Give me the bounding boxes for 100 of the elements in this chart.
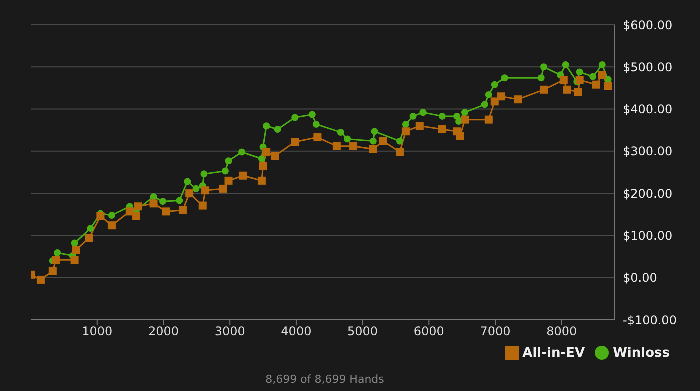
point [604,82,612,90]
point [438,112,446,120]
point [291,138,300,146]
x-tick-label: 2000 [148,324,179,339]
point [263,122,270,130]
y-tick-label: $500.00 [623,60,673,74]
point [239,172,248,180]
point [485,91,492,98]
point [96,212,105,220]
point [396,148,404,156]
point [538,74,545,82]
point [350,142,358,150]
text: 8,699 of 8,699 Hands [264,373,386,386]
point [134,202,143,211]
point [344,136,352,143]
point [574,88,582,96]
point [292,114,299,122]
point [178,206,187,214]
point [258,176,266,185]
point [562,62,570,69]
point [108,222,116,230]
point [462,109,469,116]
point [238,148,246,156]
point [160,198,167,206]
y-tick-label: -$100.00 [623,313,677,328]
point [108,212,116,219]
x-tick-label: 3000 [214,324,246,339]
point [36,276,45,284]
point [402,120,410,128]
point [225,158,232,165]
point [461,116,470,124]
point [379,137,388,146]
point [52,256,60,264]
point [598,71,606,80]
point [576,68,584,76]
point [501,74,508,82]
point [72,246,80,254]
y-tick-label: $200.00 [623,186,673,201]
point [498,92,506,101]
point [70,256,79,264]
point [563,86,572,94]
point [514,96,522,104]
point [540,64,548,71]
point [259,162,268,170]
point [576,76,584,84]
point [456,132,464,140]
x-tick-label: 1000 [82,324,113,339]
point [262,148,271,156]
point [490,98,499,106]
point [48,267,57,276]
point [87,225,94,232]
point [54,249,62,256]
point [402,128,410,136]
point [332,142,341,150]
point [176,197,184,204]
x-tick-label: 6000 [414,324,444,339]
point [150,200,158,208]
point [150,193,158,200]
legend-label: All-in-EV [522,346,586,361]
x-tick-label: 8000 [546,324,578,339]
point [184,178,192,186]
point [162,208,170,216]
x-tick-label: 5000 [348,324,378,339]
point [540,86,548,94]
point [314,134,322,142]
point [271,152,280,160]
point [416,122,424,130]
point [590,73,597,80]
point [224,176,233,185]
point [491,81,498,88]
point [219,184,228,193]
x-tick-label: 7000 [480,324,511,339]
point [85,234,94,242]
x-tick-label: 4000 [281,324,312,339]
y-tick-label: $100.00 [623,228,673,243]
point [71,240,78,247]
legend-label: Winloss [613,346,670,361]
point [192,185,200,192]
y-tick-label: $600.00 [623,18,673,32]
point [126,208,134,216]
point [560,76,568,84]
point [337,128,344,136]
point [312,120,320,128]
point [396,138,404,145]
point [186,190,194,198]
point [258,156,266,163]
point [481,101,488,108]
point [410,112,417,120]
point [274,126,282,134]
point [369,145,378,154]
point [202,186,210,195]
point [598,62,606,69]
point [484,116,493,124]
point [132,212,141,220]
y-tick-label: $0.00 [623,271,658,286]
y-tick-label: $400.00 [623,102,673,117]
point [438,126,446,134]
point [420,109,427,116]
point [370,138,377,145]
point [222,168,229,175]
